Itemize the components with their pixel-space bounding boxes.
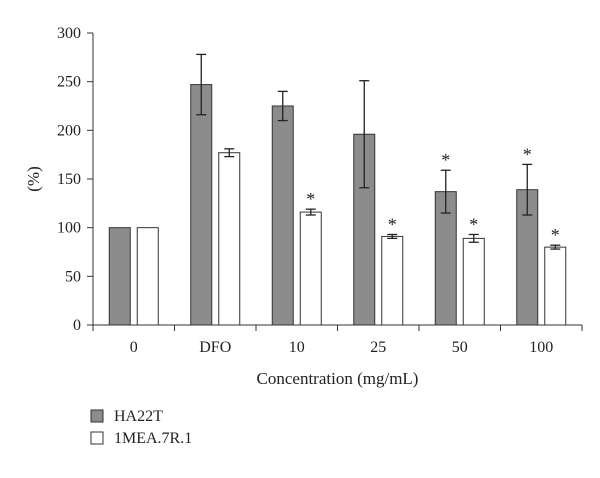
bar (271, 105, 294, 326)
significance-marker: * (523, 144, 532, 164)
bar (299, 211, 322, 326)
x-tick-label: 100 (529, 339, 553, 356)
legend: HA22T 1MEA.7R.1 (90, 408, 192, 447)
y-axis: 0 50 100 150 200 250 300 (57, 25, 94, 334)
significance-marker: * (551, 225, 560, 245)
x-tick-label: 0 (130, 339, 138, 356)
significance-marker: * (306, 189, 315, 209)
y-tick-label: 50 (65, 268, 81, 285)
significance-marker: * (388, 214, 397, 234)
y-tick-label: 0 (73, 317, 81, 334)
legend-swatch (90, 409, 104, 423)
x-axis: 0 DFO 10 25 50 100 (92, 324, 583, 356)
x-axis-label: Concentration (mg/mL) (257, 369, 419, 388)
legend-label: HA22T (114, 408, 163, 425)
bar (218, 152, 241, 326)
y-axis-label: (%) (24, 166, 43, 191)
y-tick-label: 100 (57, 220, 81, 237)
bar (108, 227, 131, 326)
x-tick-label: 10 (289, 339, 305, 356)
bar (190, 84, 213, 326)
legend-swatch (90, 431, 104, 445)
y-tick-label: 300 (57, 25, 81, 42)
legend-label: 1MEA.7R.1 (114, 430, 192, 447)
bars: * * * * * * (108, 53, 567, 326)
significance-marker: * (441, 150, 450, 170)
bar (381, 235, 404, 326)
bar (544, 246, 567, 326)
x-tick-label: DFO (199, 339, 231, 356)
bar (136, 227, 159, 326)
y-tick-label: 150 (57, 171, 81, 188)
y-tick-label: 250 (57, 74, 81, 91)
x-tick-label: 25 (370, 339, 386, 356)
x-tick-label: 50 (452, 339, 468, 356)
y-tick-label: 200 (57, 122, 81, 139)
bar (462, 237, 485, 326)
significance-marker: * (469, 214, 478, 234)
